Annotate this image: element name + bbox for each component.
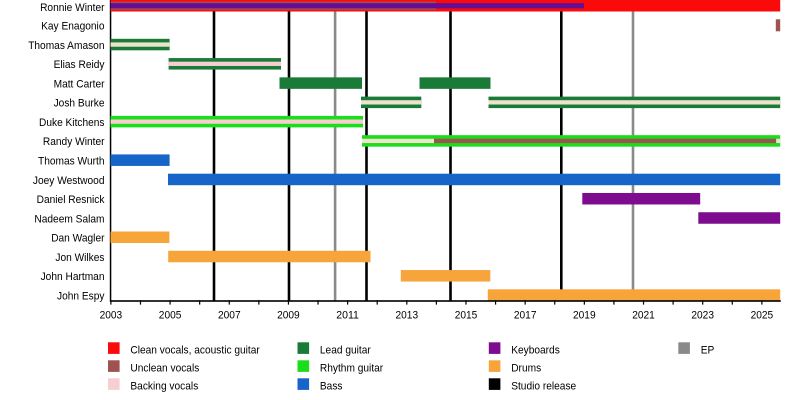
svg-text:2023: 2023 bbox=[691, 310, 714, 322]
svg-text:2007: 2007 bbox=[218, 310, 241, 322]
svg-text:2009: 2009 bbox=[277, 310, 300, 322]
svg-text:Nadeem Salam: Nadeem Salam bbox=[34, 213, 104, 225]
svg-text:Rhythm guitar: Rhythm guitar bbox=[320, 363, 384, 375]
svg-text:John Espy: John Espy bbox=[57, 290, 105, 302]
svg-text:2015: 2015 bbox=[455, 310, 478, 322]
svg-text:2021: 2021 bbox=[632, 310, 655, 322]
svg-text:Clean vocals, acoustic guitar: Clean vocals, acoustic guitar bbox=[130, 345, 260, 357]
svg-text:John Hartman: John Hartman bbox=[41, 271, 105, 283]
svg-text:2025: 2025 bbox=[751, 310, 774, 322]
svg-text:EP: EP bbox=[701, 345, 715, 357]
svg-text:Daniel Resnick: Daniel Resnick bbox=[37, 194, 105, 206]
svg-text:Lead guitar: Lead guitar bbox=[320, 345, 371, 357]
svg-text:Keyboards: Keyboards bbox=[511, 345, 560, 357]
svg-text:2011: 2011 bbox=[336, 310, 359, 322]
svg-text:2017: 2017 bbox=[514, 310, 537, 322]
svg-text:Jon Wilkes: Jon Wilkes bbox=[55, 252, 104, 264]
svg-text:2013: 2013 bbox=[396, 310, 419, 322]
svg-text:Elias Reidy: Elias Reidy bbox=[54, 59, 105, 71]
svg-text:Thomas Wurth: Thomas Wurth bbox=[38, 155, 105, 167]
svg-text:2003: 2003 bbox=[100, 310, 123, 322]
svg-text:Studio release: Studio release bbox=[511, 381, 576, 393]
svg-text:2019: 2019 bbox=[573, 310, 596, 322]
svg-text:Drums: Drums bbox=[511, 363, 541, 375]
svg-text:Backing vocals: Backing vocals bbox=[130, 381, 198, 393]
svg-text:Matt Carter: Matt Carter bbox=[54, 78, 105, 90]
svg-text:Randy Winter: Randy Winter bbox=[43, 136, 105, 148]
svg-text:Dan Wagler: Dan Wagler bbox=[51, 233, 105, 245]
svg-text:Ronnie Winter: Ronnie Winter bbox=[40, 2, 105, 14]
svg-text:2005: 2005 bbox=[159, 310, 182, 322]
svg-text:Josh Burke: Josh Burke bbox=[54, 98, 105, 110]
svg-text:Duke Kitchens: Duke Kitchens bbox=[39, 117, 105, 129]
svg-text:Bass: Bass bbox=[320, 381, 343, 393]
svg-text:Joey Westwood: Joey Westwood bbox=[33, 175, 105, 187]
svg-text:Unclean vocals: Unclean vocals bbox=[130, 363, 199, 375]
svg-text:Kay Enagonio: Kay Enagonio bbox=[41, 21, 104, 33]
svg-text:Thomas Amason: Thomas Amason bbox=[28, 40, 104, 52]
